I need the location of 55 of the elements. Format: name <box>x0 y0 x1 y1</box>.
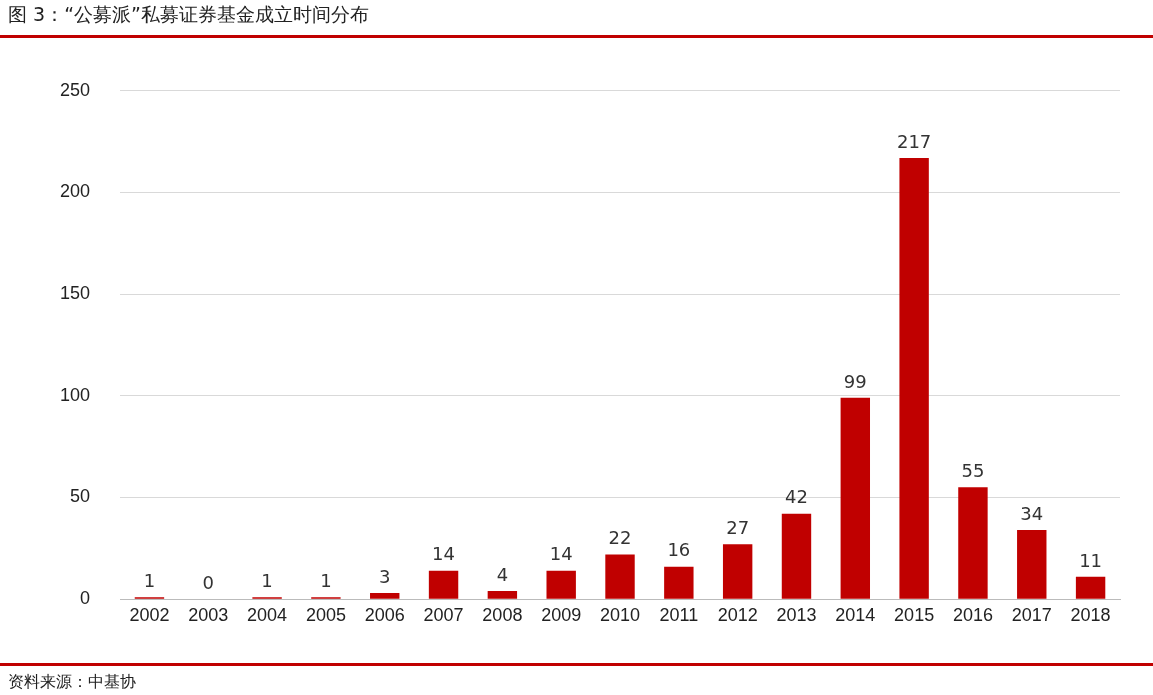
bar <box>722 544 753 599</box>
data-label: 34 <box>1020 502 1044 524</box>
bar <box>1017 530 1047 599</box>
y-tick-label: 200 <box>59 181 91 202</box>
data-label: 22 <box>608 527 632 549</box>
bar <box>840 397 871 599</box>
x-tick-label: 2018 <box>1070 604 1111 625</box>
y-tick-label: 50 <box>70 486 91 507</box>
data-label: 0 <box>202 571 214 593</box>
x-tick-label: 2008 <box>482 604 523 625</box>
y-tick-label: 150 <box>59 283 91 304</box>
x-tick-label: 2011 <box>659 604 699 625</box>
text: 资料来源：中基协 <box>8 672 136 693</box>
data-label: 1 <box>261 569 273 591</box>
x-tick-label: 2004 <box>247 604 288 625</box>
data-label: 14 <box>549 543 573 565</box>
data-label: 11 <box>1079 549 1103 571</box>
bar <box>428 570 459 599</box>
y-tick-label: 100 <box>59 384 91 405</box>
y-tick-label: 250 <box>59 79 91 100</box>
bar <box>664 566 694 599</box>
x-tick-label: 2005 <box>305 604 346 625</box>
x-tick-label: 2009 <box>541 604 582 625</box>
data-label: 42 <box>785 486 808 508</box>
bar <box>370 593 400 599</box>
data-label: 14 <box>432 543 455 565</box>
bar <box>546 570 576 599</box>
x-tick-label: 2012 <box>717 604 758 625</box>
x-tick-label: 2017 <box>1011 604 1052 625</box>
bar <box>781 513 812 599</box>
data-label: 55 <box>961 460 985 482</box>
bar <box>1075 576 1106 599</box>
x-tick-label: 2002 <box>129 604 170 625</box>
bar <box>487 591 518 599</box>
x-tick-label: 2015 <box>894 604 935 625</box>
x-tick-label: 2006 <box>364 604 405 625</box>
data-label: 3 <box>379 565 391 587</box>
data-label: 1 <box>320 569 332 591</box>
data-label: 27 <box>726 516 750 538</box>
data-label: 217 <box>896 130 932 152</box>
x-tick-label: 2003 <box>188 604 229 625</box>
chart-title: 图 3：“公募派”私募证券基金成立时间分布 <box>8 2 369 27</box>
data-label: 1 <box>143 569 156 591</box>
x-tick-label: 2016 <box>952 604 993 625</box>
y-tick-label: 0 <box>80 588 91 609</box>
bar <box>958 487 988 599</box>
data-label: 16 <box>667 539 691 561</box>
data-label: 4 <box>496 563 509 585</box>
bar <box>605 554 635 599</box>
x-tick-label: 2014 <box>835 604 876 625</box>
x-tick-label: 2013 <box>776 604 817 625</box>
x-tick-label: 2007 <box>423 604 464 625</box>
data-label: 99 <box>843 370 867 392</box>
bar <box>899 157 929 599</box>
x-tick-label: 2010 <box>599 604 641 625</box>
